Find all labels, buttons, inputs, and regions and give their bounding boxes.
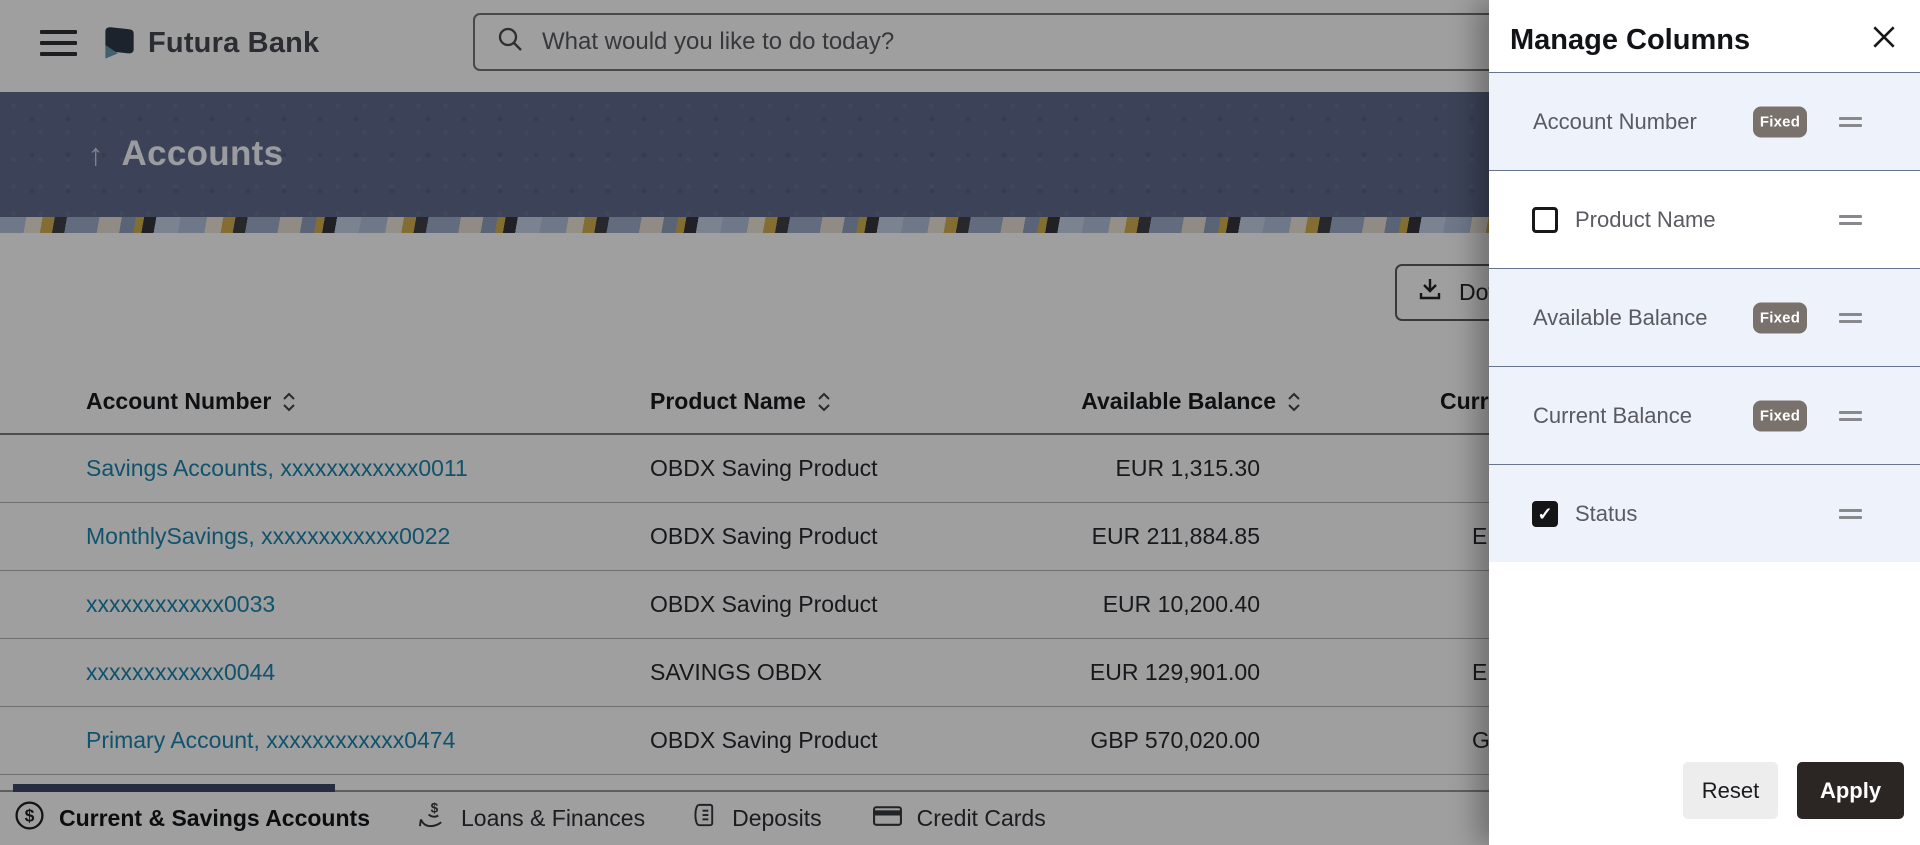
check-icon: ✓	[1537, 503, 1553, 524]
column-item-row: Current Balance Fixed	[1489, 366, 1920, 464]
table-row: xxxxxxxxxxxx0033 OBDX Saving Product EUR…	[0, 571, 1920, 639]
tab-credit-cards[interactable]: Credit Cards	[872, 800, 1046, 837]
column-checkbox[interactable]	[1532, 206, 1558, 233]
drag-handle-icon[interactable]	[1839, 309, 1862, 327]
column-header-product-name[interactable]: Product Name	[650, 370, 832, 433]
column-label: Available Balance	[1533, 304, 1708, 330]
download-icon	[1417, 276, 1444, 309]
apply-button[interactable]: Apply	[1797, 762, 1904, 819]
available-balance-cell: EUR 211,884.85	[1091, 523, 1260, 549]
sort-icon	[818, 392, 830, 411]
column-list: Account Number Fixed Product Name	[1489, 72, 1920, 562]
available-balance-cell: GBP 570,020.00	[1090, 727, 1260, 753]
column-label: Status	[1575, 500, 1638, 526]
account-number-link[interactable]: MonthlySavings, xxxxxxxxxxxx0022	[86, 523, 451, 549]
drag-handle-icon[interactable]	[1839, 505, 1862, 523]
bank-logo-icon[interactable]	[98, 22, 140, 71]
close-icon[interactable]	[1868, 22, 1900, 54]
active-tab-indicator	[13, 784, 335, 792]
account-number-link[interactable]: xxxxxxxxxxxx0044	[86, 659, 276, 685]
drag-handle-icon[interactable]	[1839, 211, 1862, 229]
product-name-cell: OBDX Saving Product	[650, 727, 878, 753]
table-row: MonthlySavings, xxxxxxxxxxxx0022 OBDX Sa…	[0, 503, 1920, 571]
search-input[interactable]	[540, 27, 1556, 57]
product-name-cell: OBDX Saving Product	[650, 455, 878, 481]
column-label: Current Balance	[1533, 402, 1692, 428]
global-search[interactable]	[473, 13, 1568, 71]
account-number-link[interactable]: Primary Account, xxxxxxxxxxxx0474	[86, 727, 456, 753]
banner-money-strip	[0, 217, 1920, 233]
dollar-coin-icon: $	[14, 800, 45, 837]
accounts-table: Account Number Product Name Available Ba…	[0, 370, 1920, 775]
svg-text:$: $	[25, 806, 35, 826]
manage-columns-panel: Manage Columns Account Number Fixed	[1489, 0, 1920, 845]
current-balance-cell-partial: E	[1472, 659, 1488, 685]
search-icon	[497, 26, 524, 58]
column-header-account-number[interactable]: Account Number	[86, 370, 297, 433]
column-item-row: Available Balance Fixed	[1489, 268, 1920, 366]
sort-icon	[283, 392, 296, 411]
account-number-link[interactable]: Savings Accounts, xxxxxxxxxxxx0011	[86, 455, 468, 481]
loan-money-icon: $	[418, 800, 447, 837]
current-balance-cell-partial: E	[1472, 523, 1488, 549]
svg-text:$: $	[431, 801, 439, 816]
column-label: Account Number	[1533, 108, 1697, 134]
page-title: Accounts	[121, 134, 284, 173]
tab-current-savings-accounts[interactable]: $ Current & Savings Accounts	[14, 800, 370, 837]
tab-deposits[interactable]: Deposits	[689, 800, 822, 837]
tab-loans-finances[interactable]: $ Loans & Finances	[418, 800, 645, 837]
column-checkbox[interactable]: ✓	[1532, 500, 1558, 527]
drag-handle-icon[interactable]	[1839, 407, 1862, 425]
product-name-cell: OBDX Saving Product	[650, 591, 878, 617]
column-header-available-balance[interactable]: Available Balance	[900, 370, 1302, 433]
deposit-ledger-icon	[689, 800, 718, 837]
column-item-row: Product Name	[1489, 170, 1920, 268]
column-label: Product Name	[1575, 206, 1716, 232]
available-balance-cell: EUR 10,200.40	[1102, 591, 1260, 617]
drag-handle-icon[interactable]	[1839, 113, 1862, 131]
fixed-badge: Fixed	[1753, 400, 1807, 431]
table-row: Primary Account, xxxxxxxxxxxx0474 OBDX S…	[0, 707, 1920, 775]
fixed-badge: Fixed	[1753, 106, 1807, 137]
column-item-row: ✓ Status	[1489, 464, 1920, 562]
back-up-arrow-icon[interactable]: ↑	[88, 136, 104, 172]
panel-title: Manage Columns	[1510, 24, 1751, 56]
current-balance-cell-partial: G	[1472, 727, 1490, 753]
fixed-badge: Fixed	[1753, 302, 1807, 333]
sort-icon	[1288, 392, 1300, 411]
table-body: Savings Accounts, xxxxxxxxxxxx0011 OBDX …	[0, 435, 1920, 775]
brand-name: Futura Bank	[148, 27, 320, 59]
product-name-cell: OBDX Saving Product	[650, 523, 878, 549]
credit-card-icon	[872, 800, 903, 837]
available-balance-cell: EUR 1,315.30	[1115, 455, 1260, 481]
available-balance-cell: EUR 129,901.00	[1089, 659, 1260, 685]
hamburger-menu-icon[interactable]	[40, 30, 77, 62]
account-number-link[interactable]: xxxxxxxxxxxx0033	[86, 591, 276, 617]
reset-button[interactable]: Reset	[1683, 762, 1778, 819]
column-item-row: Account Number Fixed	[1489, 72, 1920, 170]
product-name-cell: SAVINGS OBDX	[650, 659, 823, 685]
table-row: xxxxxxxxxxxx0044 SAVINGS OBDX EUR 129,90…	[0, 639, 1920, 707]
table-row: Savings Accounts, xxxxxxxxxxxx0011 OBDX …	[0, 435, 1920, 503]
